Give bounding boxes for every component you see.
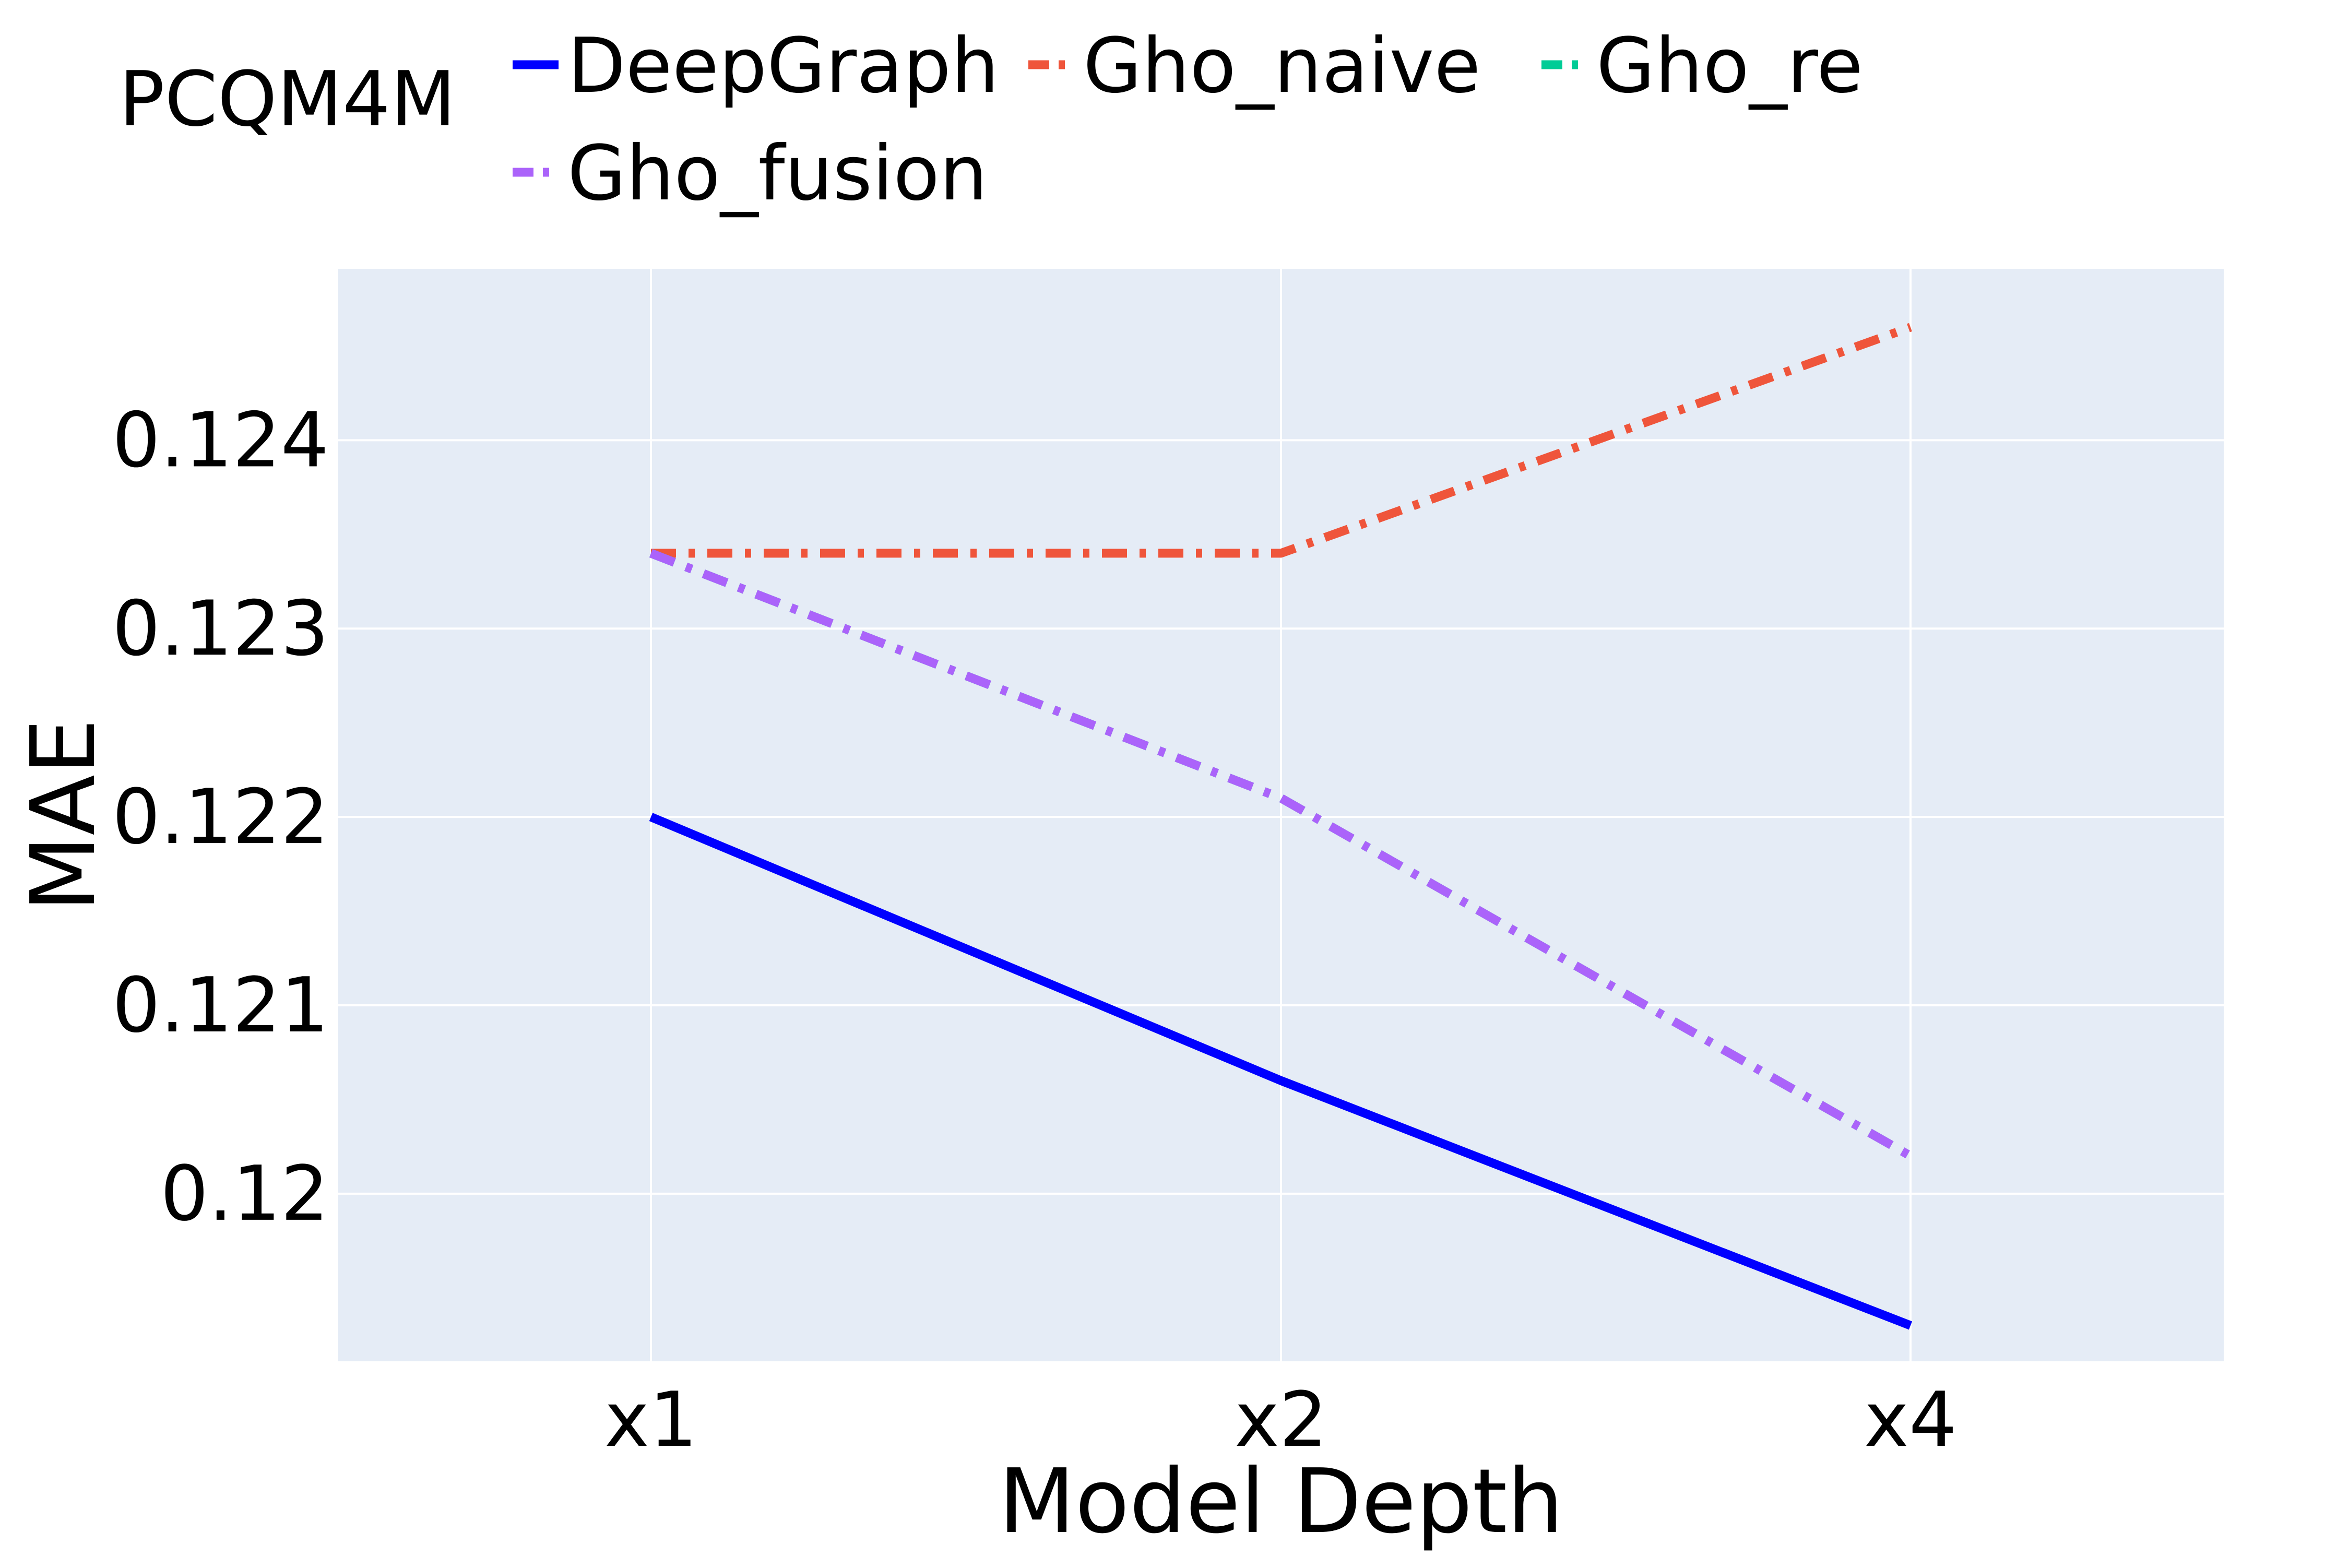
legend-item[interactable]: Gho_re <box>1541 22 1863 110</box>
x-tick-label: x4 <box>1864 1376 1957 1464</box>
series-lines <box>649 323 1913 1330</box>
legend-item[interactable]: Gho_naive <box>1028 22 1481 110</box>
series-line-gho-naive <box>651 323 1912 558</box>
legend-label: Gho_fusion <box>567 129 988 218</box>
legend-label: Gho_re <box>1596 22 1863 110</box>
y-axis-ticks: 0.12 0.121 0.122 0.123 0.124 <box>112 396 329 1238</box>
x-axis-ticks: x1 x2 x4 <box>604 1376 1957 1464</box>
legend-title: PCQM4M <box>119 55 456 144</box>
y-tick-label: 0.124 <box>112 396 329 484</box>
x-axis-title: Model Depth <box>999 1450 1563 1553</box>
y-tick-label: 0.121 <box>112 961 329 1050</box>
legend-label: Gho_naive <box>1083 22 1481 110</box>
legend-item[interactable]: DeepGraph <box>513 22 999 110</box>
series-line-deepgraph <box>649 813 1913 1330</box>
y-tick-label: 0.12 <box>160 1150 329 1238</box>
y-tick-label: 0.123 <box>112 585 329 673</box>
y-axis-title: MAE <box>12 719 115 912</box>
x-tick-label: x2 <box>1235 1376 1327 1464</box>
legend: DeepGraph Gho_naive Gho_re Gho_fusion <box>513 22 1863 218</box>
x-tick-label: x1 <box>604 1376 697 1464</box>
legend-item[interactable]: Gho_fusion <box>513 129 988 218</box>
y-tick-label: 0.122 <box>112 773 329 861</box>
legend-label: DeepGraph <box>567 22 999 110</box>
